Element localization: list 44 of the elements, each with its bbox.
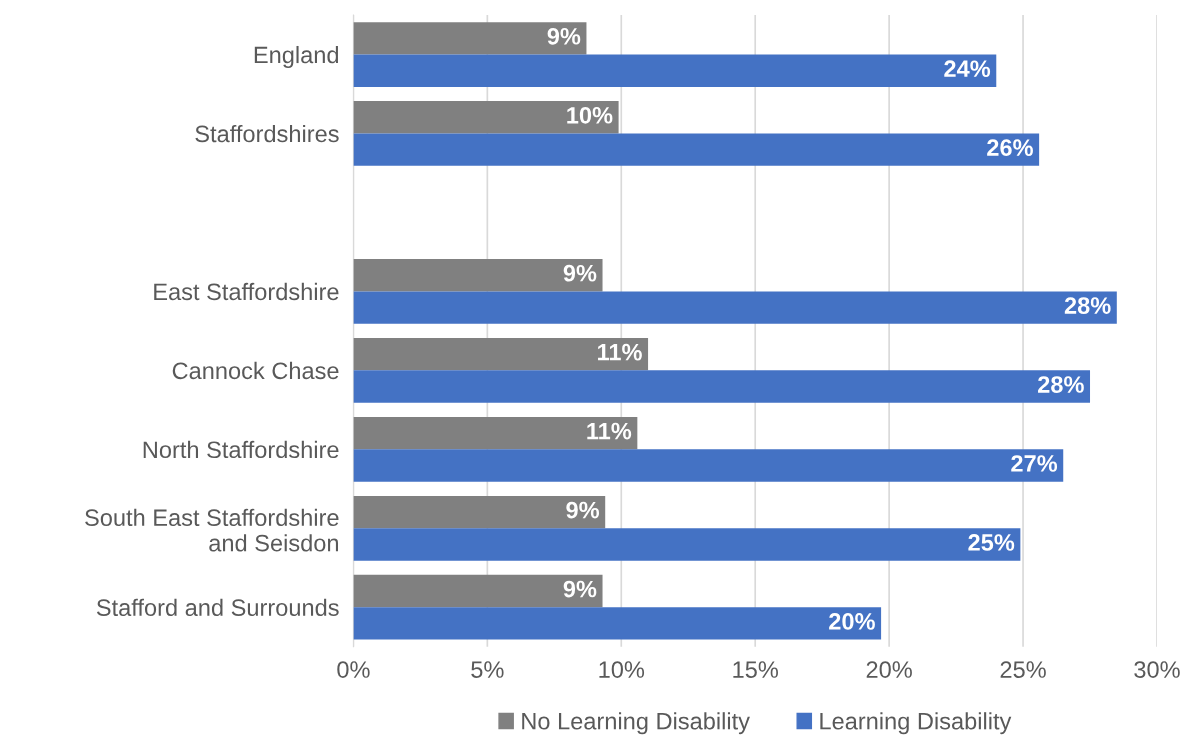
legend-label: Learning Disability — [820, 712, 1012, 735]
bar — [353, 22, 587, 55]
x-tick-label: 20% — [866, 661, 912, 678]
legend-label: No Learning Disability — [522, 712, 750, 735]
data-label: 26% — [987, 139, 1033, 156]
bar — [353, 528, 1021, 561]
y-tick-label: East Staffordshire — [154, 282, 339, 301]
data-label: 28% — [1064, 297, 1111, 314]
bar — [353, 337, 649, 371]
bar — [353, 607, 882, 640]
bar — [353, 574, 603, 608]
data-label: 9% — [547, 27, 581, 45]
bar — [353, 259, 603, 292]
data-label: 9% — [566, 501, 600, 519]
bar — [353, 133, 1040, 166]
x-tick-label: 30% — [1134, 661, 1180, 678]
bar — [353, 416, 638, 450]
data-label: 11% — [587, 422, 632, 440]
data-label: 11% — [598, 343, 642, 361]
data-label: 27% — [1011, 455, 1058, 472]
y-tick-label: Stafford and Surrounds — [96, 598, 339, 617]
y-tick-label: North Staffordshire — [143, 440, 339, 459]
data-label: 24% — [944, 60, 991, 77]
data-label: 20% — [829, 613, 875, 630]
data-label: 10% — [567, 106, 613, 124]
bar — [353, 54, 997, 87]
bar — [353, 370, 1091, 403]
y-tick-label: Cannock Chase — [172, 361, 339, 380]
data-label: 25% — [968, 534, 1015, 551]
y-tick-label: Staffordshires — [195, 124, 339, 143]
x-tick-label: 0% — [337, 661, 370, 678]
bar — [353, 101, 619, 134]
data-label: 9% — [563, 580, 597, 598]
x-tick-label: 15% — [733, 661, 778, 678]
x-tick-label: 10% — [599, 661, 645, 678]
data-label: 9% — [563, 264, 597, 282]
bar — [353, 291, 1117, 324]
x-tick-label: 5% — [471, 661, 504, 678]
bar — [353, 495, 606, 529]
data-label: 28% — [1038, 376, 1084, 393]
y-tick-label: England — [254, 45, 339, 68]
bar — [353, 449, 1064, 482]
y-tick-label: South East Staffordshire and Seisdon — [85, 508, 339, 552]
x-tick-label: 25% — [1000, 661, 1046, 678]
